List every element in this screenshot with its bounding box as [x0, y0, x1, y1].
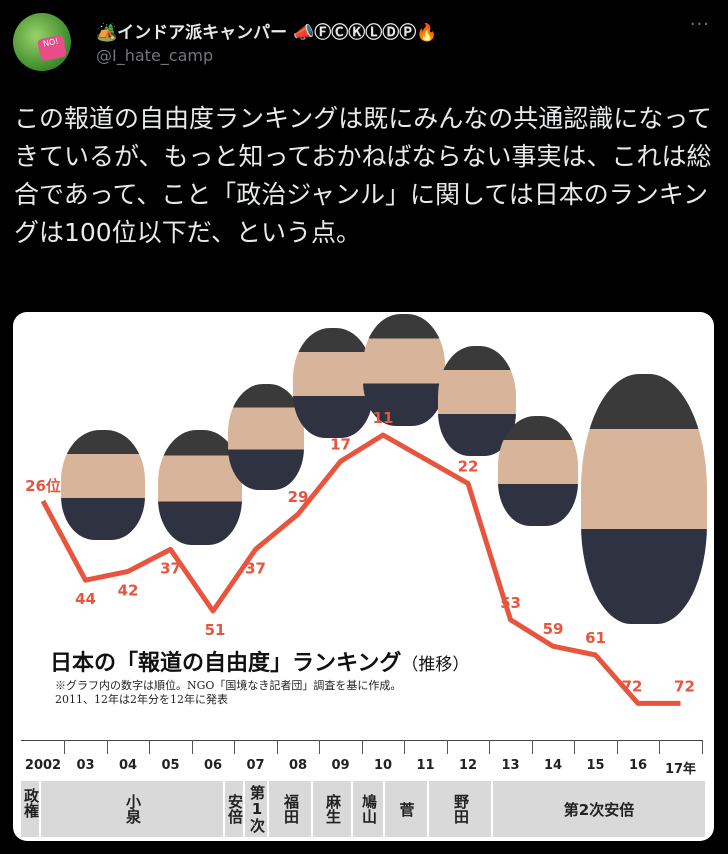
pm-name: 福田	[282, 794, 300, 824]
portrait-fukuda	[228, 384, 304, 490]
portrait-hatoyama	[363, 314, 445, 426]
point-label: 37	[160, 559, 181, 577]
year-label: 03	[76, 758, 95, 773]
year-label: 08	[288, 758, 308, 773]
pm-cell: 第2次安倍	[491, 781, 705, 837]
year-label: 15	[586, 758, 605, 773]
pm-cell: 安倍	[223, 781, 245, 837]
year-tick	[64, 740, 65, 754]
pm-row-label: 政権	[22, 788, 40, 818]
year-tick	[404, 740, 405, 754]
year-tick	[701, 740, 703, 754]
pm-name: 野田	[452, 794, 470, 824]
year-tick	[319, 740, 320, 754]
year-tick	[446, 740, 448, 754]
year-tick	[489, 740, 490, 754]
point-label: 29	[288, 488, 309, 506]
year-label: 17年	[664, 762, 697, 777]
chart-note: ※グラフ内の数字は順位。NGO「国境なき記者団」調査を基に作成。 2011、12…	[55, 679, 401, 707]
display-name[interactable]: 🏕️インドア派キャンパー 📣ⒻⒸⓀⓁⒹⓅ🔥	[96, 23, 438, 43]
year-tick	[234, 740, 235, 754]
pm-cell: 福田	[267, 781, 313, 837]
more-options-icon[interactable]: ···	[689, 14, 710, 35]
year-label: 09	[331, 758, 350, 773]
year-label: 12	[458, 758, 478, 773]
year-label: 07	[246, 758, 265, 773]
pm-cell: 第1次	[243, 781, 269, 837]
portrait-koizumi	[61, 430, 145, 540]
year-label: 05	[161, 758, 180, 773]
point-label: 26位	[25, 477, 61, 495]
year-label: 2002	[24, 758, 62, 773]
point-label: 17	[330, 435, 351, 453]
year-tick	[149, 740, 150, 754]
pm-cell: 小泉	[39, 781, 225, 837]
point-label: 59	[543, 620, 564, 638]
point-label: 11	[373, 409, 394, 427]
pm-cell: 麻生	[311, 781, 353, 837]
avatar[interactable]: NO!	[13, 13, 71, 71]
point-label: 61	[585, 629, 606, 647]
year-label: 13	[501, 758, 520, 773]
year-label: 04	[118, 758, 138, 773]
point-label: 51	[205, 621, 226, 639]
year-label: 16	[628, 758, 648, 773]
point-label: 44	[75, 590, 96, 608]
portrait-aso	[293, 328, 373, 438]
year-tick	[531, 740, 533, 754]
year-tick	[616, 740, 618, 754]
ranking-series-line	[40, 432, 681, 706]
point-label: 42	[118, 581, 139, 599]
point-label: 53	[500, 594, 521, 612]
year-label: 14	[543, 758, 563, 773]
point-label: 72	[674, 677, 695, 695]
year-tick	[659, 740, 660, 754]
pm-cell: 野田	[427, 781, 493, 837]
year-tick	[361, 740, 363, 754]
year-label: 10	[373, 758, 393, 773]
tweet-image[interactable]: 26位 44 42 37 51 37 29 17 11 22 53 59 61 72 72 日本の「報道の自…	[13, 312, 714, 841]
point-label: 22	[458, 457, 479, 475]
portrait-abe-second	[581, 374, 707, 624]
tweet-text: この報道の自由度ランキングは既にみんなの共通認識になってきているが、もっと知って…	[14, 104, 713, 247]
year-tick	[276, 740, 278, 754]
portrait-kan	[438, 346, 516, 456]
point-label: 72	[622, 677, 643, 695]
point-label: 37	[245, 559, 266, 577]
chart-title: 日本の「報道の自由度」ランキング（推移）	[50, 651, 470, 676]
avatar-badge: NO!	[36, 34, 68, 62]
pm-name: 安倍	[226, 794, 244, 824]
year-label: 11	[416, 758, 435, 773]
pm-cell: 菅	[383, 781, 429, 837]
pm-name: 麻生	[324, 794, 342, 824]
year-tick	[191, 740, 193, 754]
ranking-line-chart: 26位 44 42 37 51 37 29 17 11 22 53 59 61 72 72	[25, 409, 695, 706]
user-handle[interactable]: @I_hate_camp	[96, 46, 214, 65]
portrait-noda	[498, 416, 578, 526]
pm-name: 小泉	[124, 794, 142, 824]
chart-note-line-2: 2011、12年は2年分を12年に発表	[55, 693, 228, 706]
pm-name: 第1次	[248, 785, 266, 833]
year-tick	[574, 740, 575, 754]
pm-name: 菅	[399, 800, 415, 819]
year-tick	[106, 740, 108, 754]
pm-name: 鳩山	[360, 794, 378, 824]
year-label: 06	[203, 758, 223, 773]
chart-note-line-1: ※グラフ内の数字は順位。NGO「国境なき記者団」調査を基に作成。	[55, 679, 402, 692]
pm-cell: 鳩山	[351, 781, 385, 837]
pm-name: 第2次安倍	[563, 800, 635, 819]
